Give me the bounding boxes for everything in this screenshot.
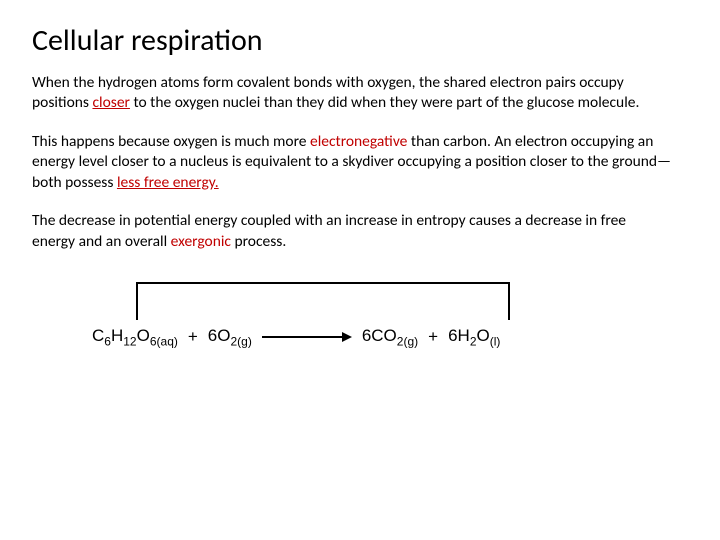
product-water: 6H2O(l): [448, 326, 500, 348]
p2-text-a: This happens because oxygen is much more: [32, 132, 310, 151]
arrow-line: [262, 336, 344, 338]
product-co2: 6CO2(g): [362, 326, 418, 348]
t0s3: 6(aq): [150, 335, 178, 349]
reactant-glucose: C6H12O6(aq): [92, 326, 178, 348]
t3a: 6H: [448, 326, 470, 345]
bracket-left-drop: [136, 282, 138, 320]
bracket-right-drop: [508, 282, 510, 320]
t0s2: 12: [123, 335, 136, 349]
t3s2: (l): [490, 335, 501, 349]
p2-electronegative: electronegative: [310, 132, 407, 151]
t3s1: 2: [470, 335, 477, 349]
paragraph-3: The decrease in potential energy coupled…: [32, 211, 672, 252]
t0a: C: [92, 326, 104, 345]
t0c: O: [137, 326, 150, 345]
equation-line: C6H12O6(aq) + 6O2(g) 6CO2(g) + 6H2O(l): [92, 326, 632, 348]
p1-closer: closer: [92, 93, 129, 112]
t3b: O: [477, 326, 490, 345]
p3-exergonic: exergonic: [171, 232, 231, 251]
t1s1: 2(g): [230, 335, 251, 349]
t0b: H: [111, 326, 123, 345]
t1a: 6O: [208, 326, 231, 345]
reactant-oxygen: 6O2(g): [208, 326, 252, 348]
bracket-top-line: [136, 282, 510, 284]
t2a: 6CO: [362, 326, 397, 345]
paragraph-2: This happens because oxygen is much more…: [32, 132, 672, 193]
p3-text-a: The decrease in potential energy coupled…: [32, 211, 626, 250]
p3-text-b: process.: [231, 232, 286, 251]
page-title: Cellular respiration: [32, 22, 688, 59]
plus-1: +: [188, 327, 198, 347]
equation-region: C6H12O6(aq) + 6O2(g) 6CO2(g) + 6H2O(l): [92, 282, 632, 348]
t0s1: 6: [104, 335, 111, 349]
arrow-head: [342, 332, 352, 342]
plus-2: +: [428, 327, 438, 347]
equation-bracket: [92, 282, 632, 320]
p2-less-free-energy: less free energy.: [117, 173, 219, 192]
t2s1: 2(g): [397, 335, 418, 349]
paragraph-1: When the hydrogen atoms form covalent bo…: [32, 73, 672, 114]
p1-text-b: to the oxygen nuclei than they did when …: [130, 93, 639, 112]
reaction-arrow-icon: [262, 332, 352, 342]
